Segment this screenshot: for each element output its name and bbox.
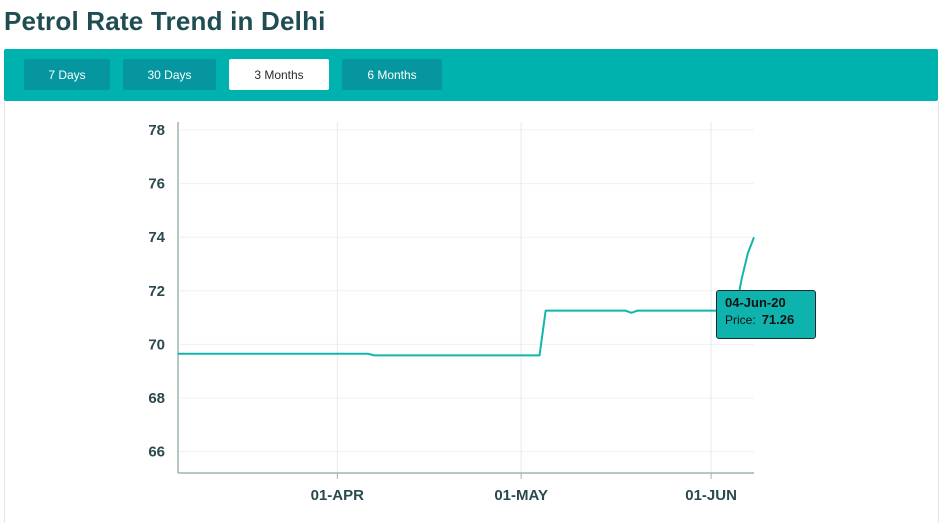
range-30-days-button[interactable]: 30 Days — [123, 59, 216, 90]
y-tick-label-72: 72 — [148, 283, 165, 300]
page-title: Petrol Rate Trend in Delhi — [4, 6, 326, 36]
y-tick-label-70: 70 — [148, 336, 165, 353]
tooltip-price-row: Price: 71.26 — [725, 311, 815, 329]
range-3-months-button[interactable]: 3 Months — [229, 59, 329, 90]
x-tick-label-0: 01-APR — [311, 487, 365, 504]
x-tick-label-1: 01-MAY — [494, 487, 548, 504]
panel-border-left — [4, 101, 5, 523]
tooltip-date: 04-Jun-20 — [725, 295, 786, 310]
range-selector-bar: 7 Days 30 Days 3 Months 6 Months — [4, 49, 938, 101]
x-tick-label-2: 01-JUN — [685, 487, 737, 504]
y-tick-label-74: 74 — [148, 229, 165, 246]
panel-border-right — [938, 101, 939, 523]
y-tick-label-68: 68 — [148, 390, 165, 407]
range-6-months-button[interactable]: 6 Months — [342, 59, 442, 90]
y-tick-label-76: 76 — [148, 176, 165, 193]
range-7-days-button[interactable]: 7 Days — [24, 59, 110, 90]
tooltip-price-value: 71.26 — [761, 312, 795, 327]
price-series-line-0 — [178, 236, 755, 357]
y-tick-label-66: 66 — [148, 444, 165, 461]
tooltip-price-label: Price: — [725, 313, 756, 327]
chart-tooltip: 04-Jun-20 Price: 71.26 — [716, 290, 816, 339]
y-tick-label-78: 78 — [148, 122, 165, 139]
